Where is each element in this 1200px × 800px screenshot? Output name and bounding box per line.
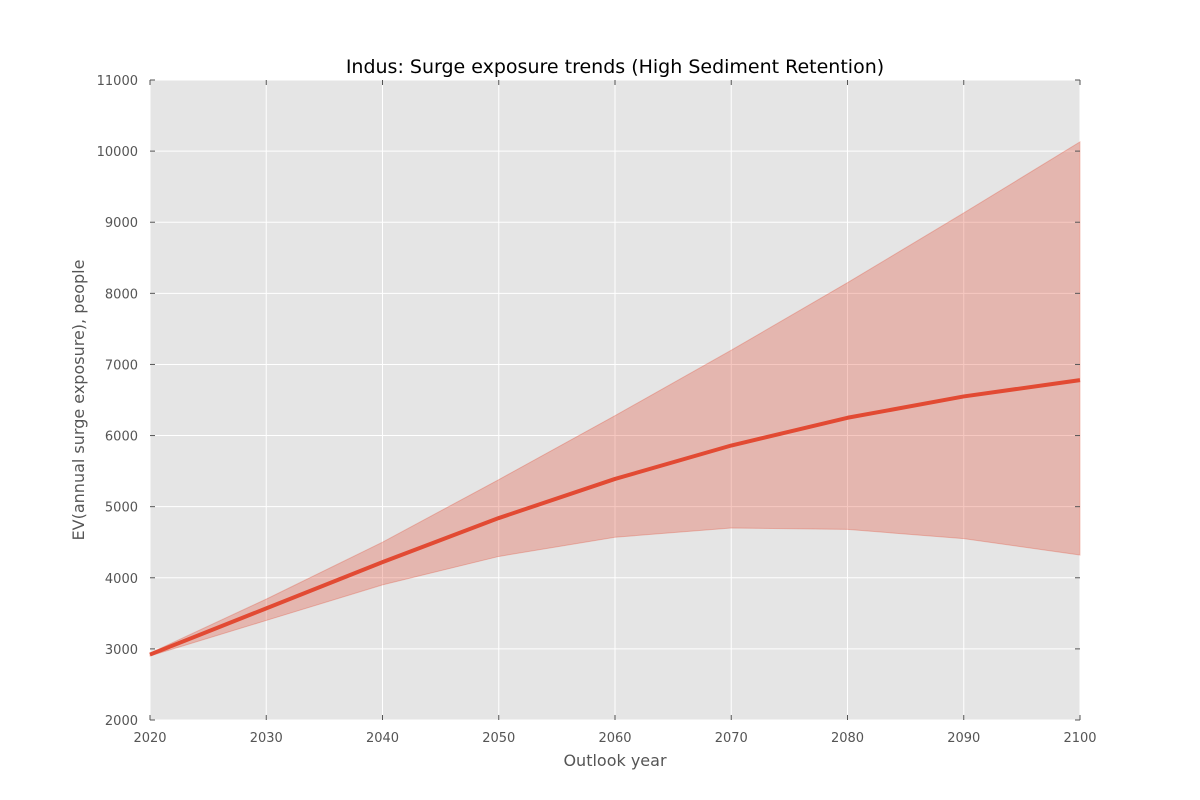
y-tick-label: 2000: [105, 714, 138, 729]
x-tick-label: 2050: [482, 731, 515, 746]
y-tick-label: 9000: [105, 216, 138, 231]
x-axis-label: Outlook year: [563, 751, 667, 770]
axis-ticks: [149, 79, 1081, 721]
y-tick-label: 8000: [105, 287, 138, 302]
x-tick-label: 2090: [947, 731, 980, 746]
y-tick-label: 3000: [105, 643, 138, 658]
confidence-band: [149, 140, 1081, 657]
y-tick-label: 4000: [105, 572, 138, 587]
x-tick-label: 2020: [133, 731, 166, 746]
y-tick-label: 5000: [105, 501, 138, 516]
x-tick-label: 2080: [831, 731, 864, 746]
confidence-band-layer: [149, 140, 1081, 657]
y-tick-label: 7000: [105, 358, 138, 373]
x-tick-label: 2060: [598, 731, 631, 746]
x-tick-label: 2030: [250, 731, 283, 746]
tick-labels: 2020 2030 2040 2050 2060 2070 2080 2090 2100 2000…: [97, 74, 1097, 746]
chart-title: Indus: Surge exposure trends (High Sedim…: [346, 56, 884, 78]
y-axis-label: EV(annual surge exposure), people: [69, 260, 88, 541]
y-tick-label: 6000: [105, 430, 138, 445]
y-tick-label: 11000: [97, 74, 138, 89]
x-tick-label: 2100: [1063, 731, 1096, 746]
series-line-layer: [149, 378, 1081, 657]
x-tick-label: 2070: [715, 731, 748, 746]
x-tick-label: 2040: [366, 731, 399, 746]
y-tick-label: 10000: [97, 145, 138, 160]
